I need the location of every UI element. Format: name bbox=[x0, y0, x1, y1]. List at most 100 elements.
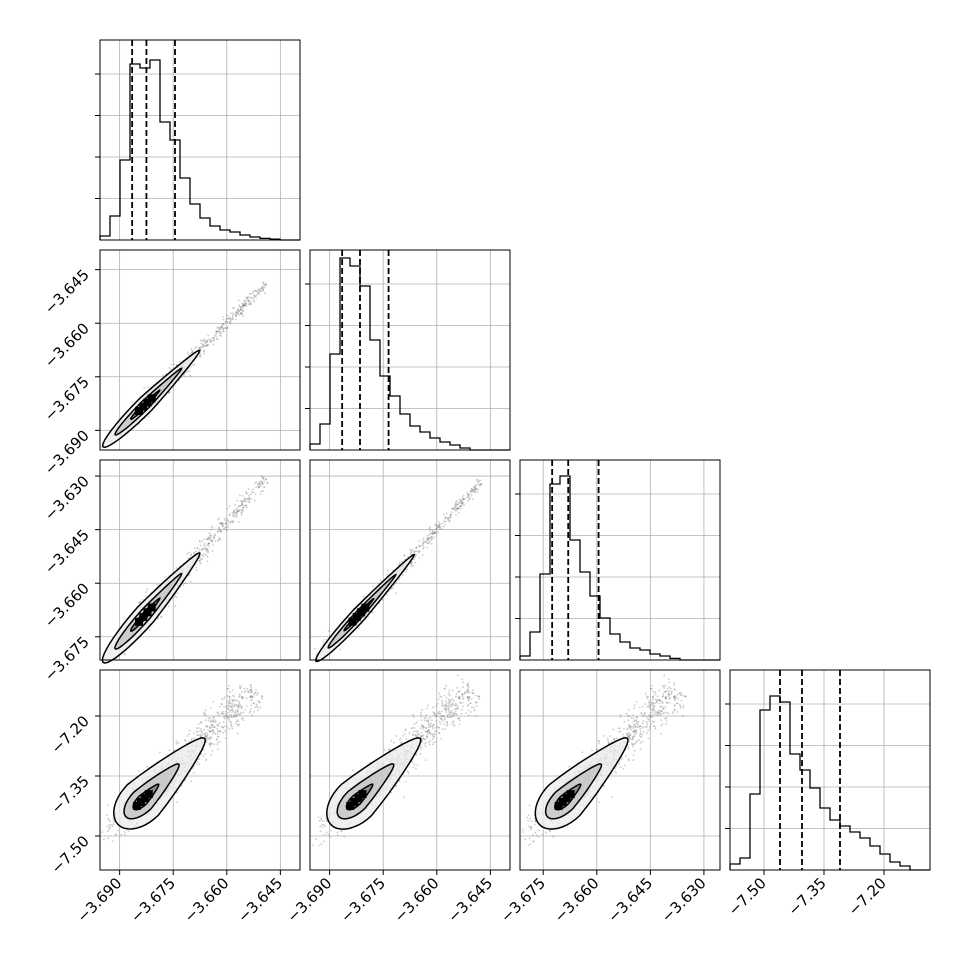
sample-point bbox=[176, 801, 178, 803]
sample-point bbox=[232, 716, 235, 719]
sample-point bbox=[147, 415, 150, 418]
sample-point bbox=[210, 339, 212, 342]
sample-point bbox=[234, 318, 237, 321]
sample-point bbox=[206, 341, 209, 344]
sample-point bbox=[149, 629, 151, 632]
sample-point bbox=[421, 539, 424, 541]
sample-point bbox=[256, 694, 259, 696]
sample-point bbox=[438, 521, 440, 523]
sample-point bbox=[258, 287, 261, 290]
sample-point bbox=[432, 532, 435, 535]
sample-point bbox=[238, 693, 241, 696]
sample-point bbox=[461, 500, 463, 503]
sample-point bbox=[227, 519, 230, 522]
sample-point bbox=[163, 576, 166, 578]
sample-point bbox=[223, 527, 225, 530]
sample-point bbox=[207, 334, 210, 337]
sample-point bbox=[193, 737, 196, 740]
sample-point bbox=[237, 299, 240, 302]
sample-point bbox=[237, 309, 240, 312]
sample-point bbox=[434, 530, 437, 533]
sample-point bbox=[441, 701, 444, 704]
sample-point bbox=[422, 536, 425, 539]
sample-point bbox=[106, 814, 109, 817]
sample-point bbox=[234, 716, 237, 718]
sample-point bbox=[190, 780, 193, 783]
sample-point bbox=[475, 694, 477, 697]
sample-point bbox=[415, 767, 417, 770]
sample-point bbox=[211, 724, 214, 727]
sample-point bbox=[242, 304, 245, 307]
sample-point bbox=[230, 725, 233, 728]
sample-point bbox=[127, 830, 130, 833]
sample-point bbox=[449, 711, 452, 713]
sample-point bbox=[411, 548, 413, 551]
sample-point bbox=[401, 574, 404, 576]
sample-point bbox=[168, 366, 171, 369]
sample-point bbox=[455, 507, 457, 509]
sample-point bbox=[242, 719, 245, 722]
sample-point bbox=[246, 492, 249, 495]
sample-point bbox=[219, 522, 221, 524]
sample-point bbox=[461, 693, 464, 696]
sample-point bbox=[198, 763, 201, 766]
sample-point bbox=[222, 330, 225, 333]
sample-point bbox=[233, 714, 236, 716]
sample-point bbox=[451, 507, 453, 510]
sample-point bbox=[441, 720, 444, 723]
sample-point bbox=[208, 338, 211, 341]
sample-point bbox=[415, 546, 418, 549]
scatter-panel-p0-p1 bbox=[99, 249, 301, 451]
sample-point bbox=[230, 716, 233, 719]
sample-point bbox=[251, 691, 254, 694]
sample-point bbox=[318, 844, 321, 847]
sample-point bbox=[245, 697, 248, 700]
panel-frame bbox=[99, 39, 301, 241]
sample-point bbox=[245, 506, 248, 509]
sample-point bbox=[139, 600, 142, 603]
histogram-panel-p0 bbox=[95, 39, 301, 241]
sample-point bbox=[228, 711, 231, 714]
sample-point bbox=[219, 740, 221, 743]
sample-point bbox=[241, 509, 244, 512]
sample-point bbox=[189, 580, 192, 583]
sample-point bbox=[216, 727, 219, 730]
sample-point bbox=[241, 706, 243, 708]
sample-point bbox=[239, 695, 241, 697]
sample-point bbox=[211, 733, 214, 735]
sample-point bbox=[238, 304, 240, 307]
sample-point bbox=[186, 735, 189, 737]
sample-point bbox=[390, 739, 393, 742]
sample-point bbox=[262, 283, 265, 285]
sample-point bbox=[432, 706, 434, 709]
sample-point bbox=[441, 728, 444, 731]
sample-point bbox=[245, 302, 247, 304]
sample-point bbox=[209, 717, 212, 720]
sample-point bbox=[201, 548, 204, 550]
sample-point bbox=[210, 525, 213, 528]
sample-point bbox=[107, 818, 110, 821]
sample-point bbox=[204, 719, 207, 722]
sample-point bbox=[479, 483, 482, 486]
sample-point bbox=[208, 542, 210, 545]
sample-point bbox=[156, 583, 158, 586]
sample-point bbox=[230, 705, 233, 708]
sample-point bbox=[435, 719, 438, 722]
sample-point bbox=[240, 500, 243, 502]
sample-point bbox=[211, 725, 214, 728]
sample-point bbox=[207, 551, 209, 554]
sample-point bbox=[210, 536, 213, 538]
sample-point bbox=[223, 705, 226, 708]
sample-point bbox=[242, 304, 245, 306]
sample-point bbox=[195, 727, 198, 730]
sample-point bbox=[204, 342, 207, 345]
sample-point bbox=[262, 288, 264, 291]
sample-point bbox=[220, 521, 223, 524]
sample-point bbox=[403, 554, 406, 557]
sample-point bbox=[470, 494, 473, 497]
sample-point bbox=[257, 709, 259, 712]
sample-point bbox=[203, 538, 206, 541]
sample-point bbox=[203, 349, 206, 352]
sample-point bbox=[327, 630, 330, 632]
sample-point bbox=[386, 593, 389, 596]
